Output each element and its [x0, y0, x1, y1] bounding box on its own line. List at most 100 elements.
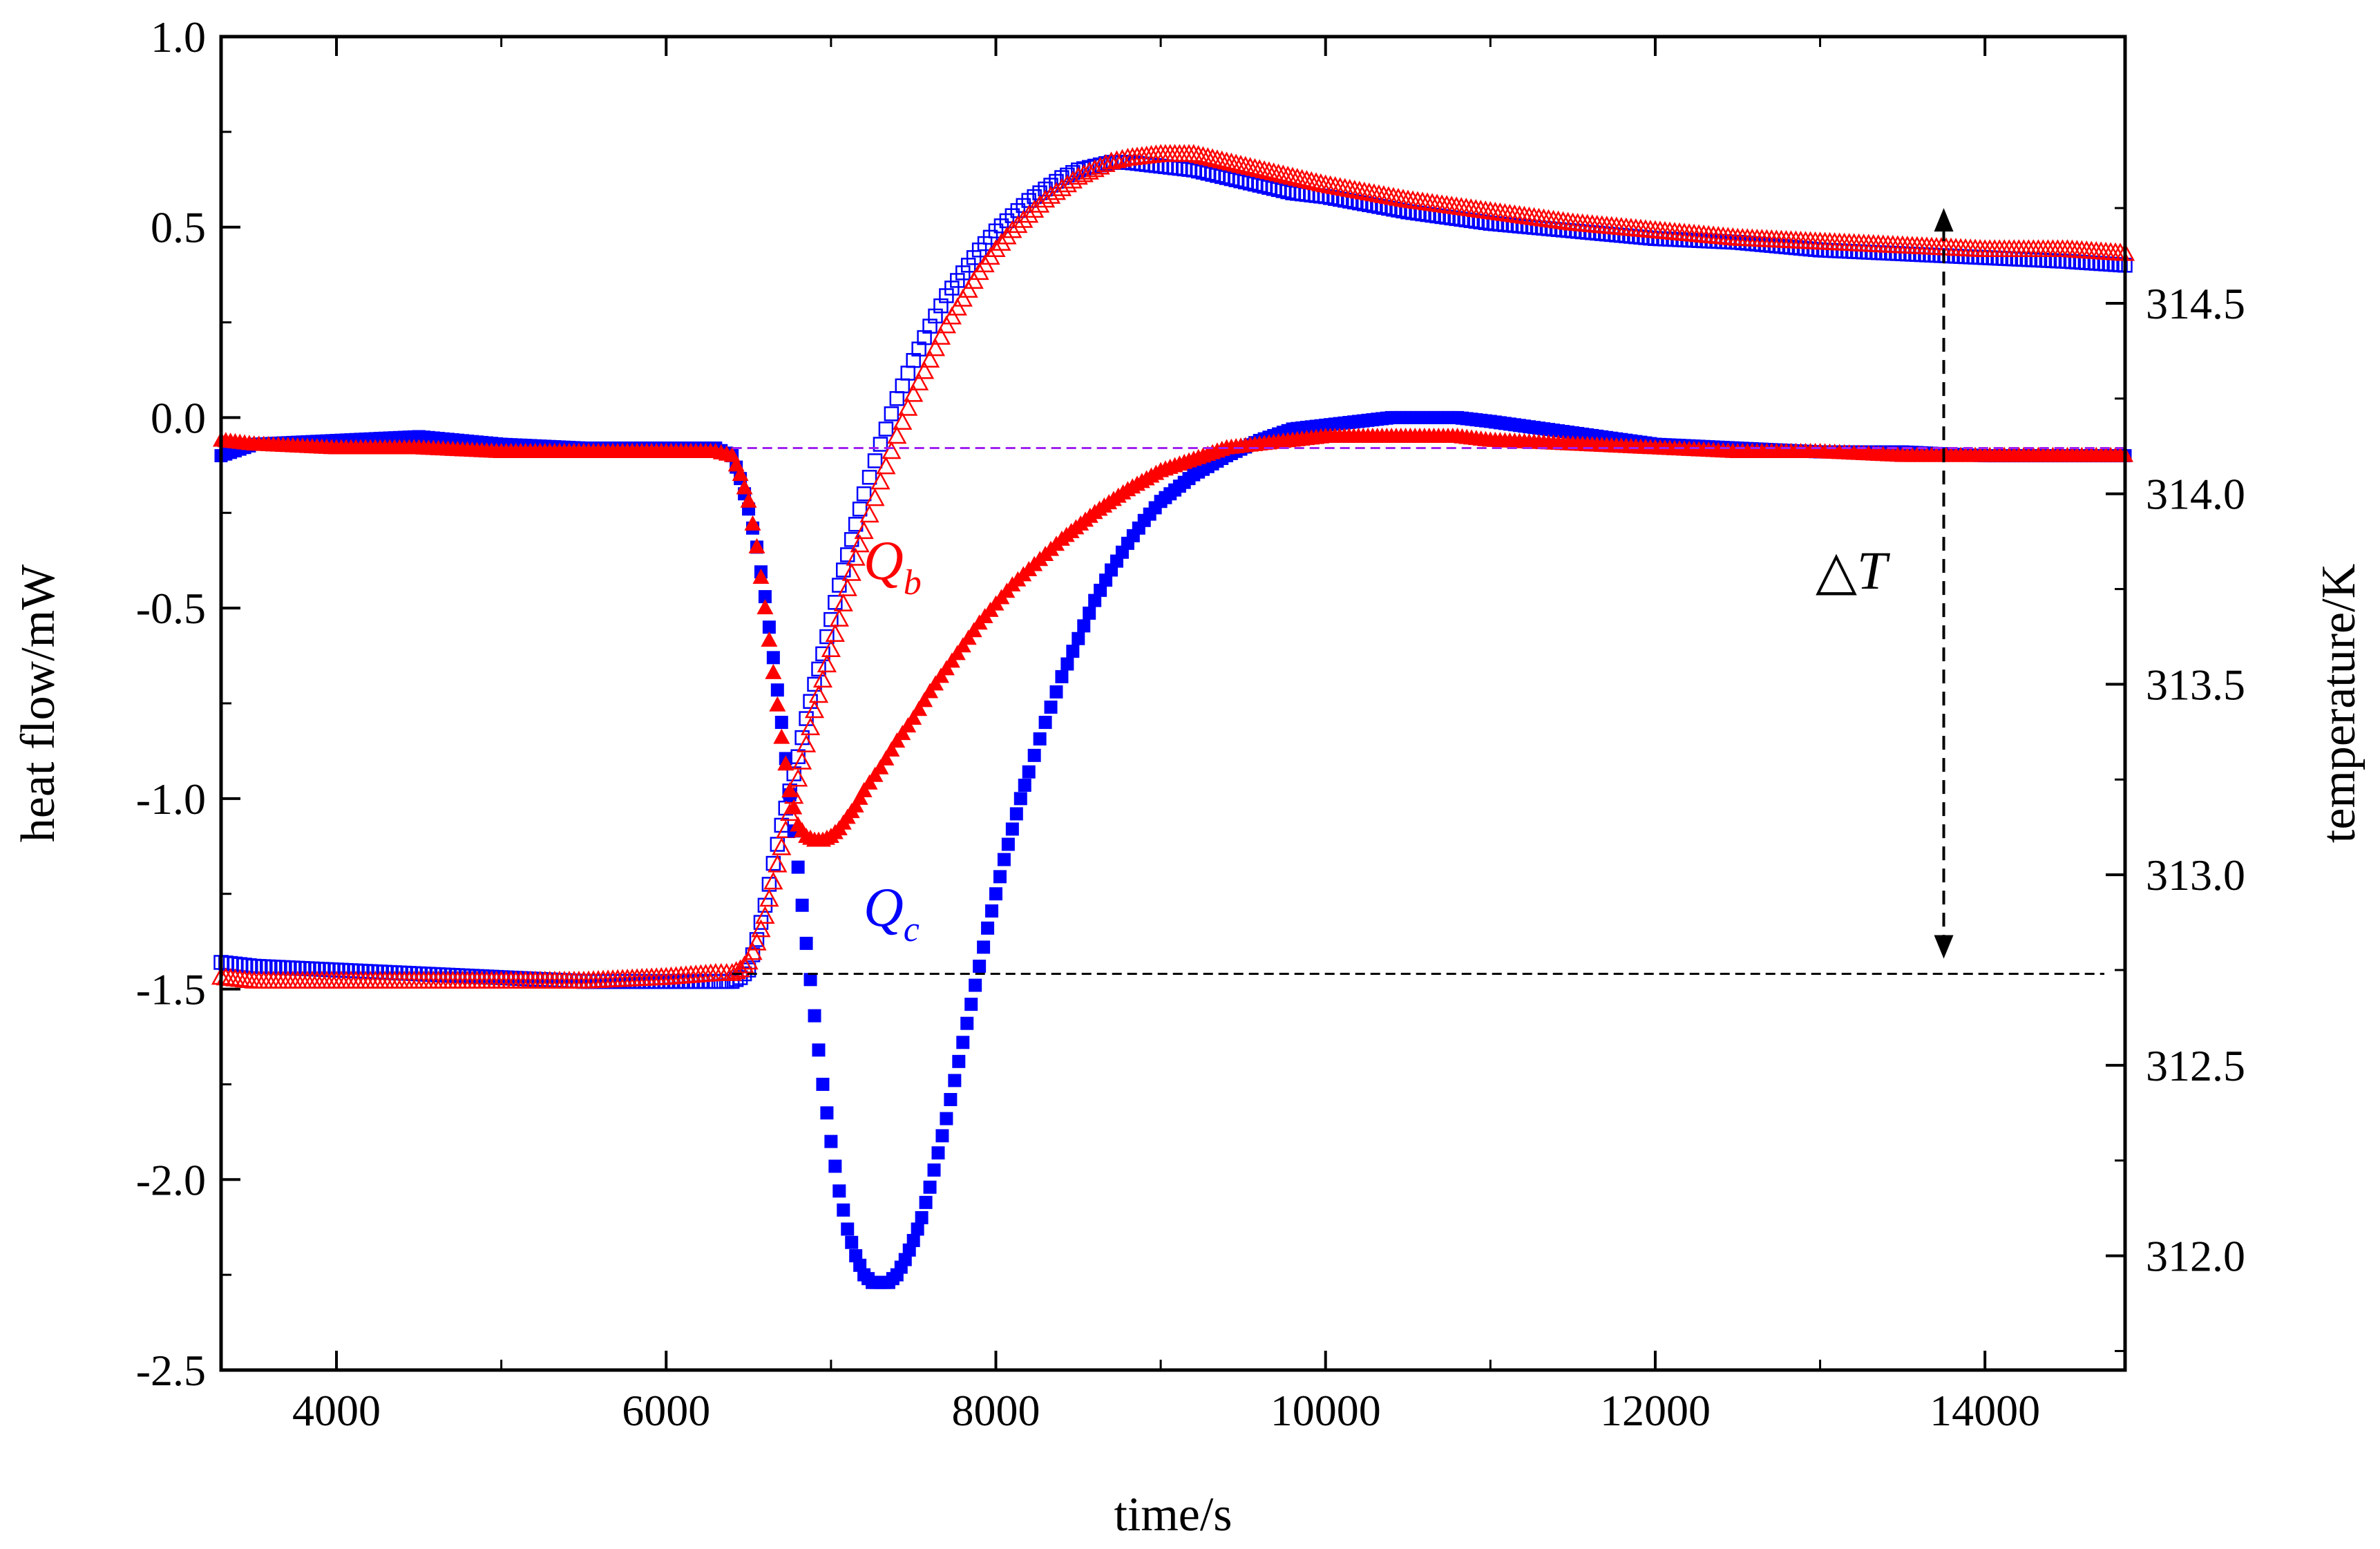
- data-point: [997, 226, 1017, 245]
- data-point: [1302, 171, 1322, 189]
- data-point: [837, 578, 857, 596]
- data-point: [991, 232, 1011, 251]
- annotation-qb: Qb: [864, 531, 922, 602]
- data-point: [1914, 247, 1930, 263]
- data-point: [770, 683, 784, 697]
- y-right-tick-label: 312.0: [2146, 1232, 2245, 1281]
- data-point: [905, 710, 922, 725]
- data-point: [964, 271, 984, 289]
- data-point: [2021, 251, 2037, 267]
- data-point: [940, 1112, 953, 1125]
- data-point: [944, 1092, 958, 1106]
- data-point: [888, 732, 906, 748]
- data-point: [993, 870, 1007, 884]
- data-point: [756, 599, 774, 615]
- data-point: [989, 887, 1002, 901]
- data-point: [812, 669, 833, 688]
- data-point: [1992, 251, 2007, 266]
- data-point: [859, 504, 879, 523]
- data-point: [796, 734, 817, 752]
- data-point: [812, 1043, 826, 1057]
- data-point: [1881, 245, 1896, 261]
- data-point: [1101, 151, 1121, 170]
- data-point: [836, 562, 851, 578]
- data-point: [926, 675, 944, 691]
- data-point: [993, 218, 1009, 234]
- data-point: [927, 1163, 941, 1177]
- data-point: [856, 486, 872, 502]
- data-point: [920, 350, 940, 368]
- data-point: [1997, 251, 2012, 266]
- data-point: [1030, 194, 1050, 213]
- data-point: [739, 951, 759, 970]
- x-tick-label: 12000: [1600, 1386, 1711, 1435]
- data-point: [988, 223, 1004, 238]
- data-point: [1890, 246, 1905, 261]
- data-point: [943, 652, 960, 668]
- data-point: [878, 421, 894, 437]
- data-point: [1162, 160, 1178, 175]
- data-point: [1060, 657, 1074, 671]
- data-point: [1188, 144, 1208, 163]
- data-point: [1958, 249, 1973, 265]
- y-left-tick-label: -2.5: [136, 1346, 206, 1395]
- data-point: [1287, 167, 1307, 186]
- data-point: [1315, 174, 1335, 193]
- axes-layer: 4000 6000 8000 10000 12000 14000 1.0 0.5 0.0 -0.5…: [136, 12, 2245, 1435]
- annotation-qc-sub: c: [904, 910, 920, 949]
- data-point: [740, 492, 757, 508]
- data-point: [743, 942, 763, 960]
- data-point: [973, 959, 987, 973]
- data-point: [1099, 573, 1113, 587]
- data-point: [1929, 247, 1944, 263]
- data-point: [846, 547, 866, 566]
- data-point: [966, 250, 982, 265]
- data-point: [1910, 247, 1925, 263]
- data-point: [1083, 606, 1096, 620]
- data-point: [751, 919, 771, 938]
- y-left-tick-label: 0.0: [151, 393, 206, 442]
- data-point: [1025, 200, 1045, 218]
- data-point: [887, 426, 907, 444]
- data-point: [736, 479, 753, 495]
- data-point: [1841, 243, 1857, 259]
- y-left-tick-label: 0.5: [151, 203, 206, 252]
- data-point: [911, 341, 926, 357]
- data-point: [1340, 178, 1360, 197]
- data-point: [1088, 593, 1102, 607]
- data-point: [792, 751, 812, 770]
- data-point: [867, 453, 883, 468]
- data-point: [1212, 150, 1232, 169]
- y-left-tick-label: 1.0: [151, 12, 206, 61]
- data-point: [1373, 185, 1394, 203]
- data-point: [1094, 583, 1107, 597]
- data-point: [1226, 153, 1246, 172]
- data-point: [1019, 205, 1039, 223]
- annotation-qc-main: Q: [864, 877, 904, 938]
- data-point: [748, 538, 765, 553]
- data-point: [752, 569, 770, 585]
- data-point: [889, 391, 905, 406]
- data-point: [873, 437, 888, 452]
- data-point: [928, 308, 943, 324]
- data-point: [1177, 161, 1192, 177]
- data-point: [854, 521, 874, 540]
- series-temperature-b-: [211, 144, 2135, 989]
- data-point: [1364, 183, 1384, 202]
- data-point: [1856, 244, 1872, 260]
- data-point: [906, 1234, 920, 1248]
- data-point: [762, 620, 776, 634]
- x-tick-label: 6000: [622, 1386, 710, 1435]
- data-point: [755, 906, 775, 924]
- y-right-tick-label: 312.5: [2146, 1041, 2245, 1090]
- data-point: [882, 441, 902, 459]
- data-point: [915, 1210, 929, 1224]
- data-point: [947, 297, 967, 316]
- data-point: [807, 676, 822, 692]
- data-point: [861, 774, 878, 790]
- data-point: [765, 663, 782, 679]
- data-point: [895, 378, 911, 394]
- data-point: [804, 700, 825, 719]
- data-point: [893, 412, 913, 430]
- data-point: [1282, 167, 1303, 185]
